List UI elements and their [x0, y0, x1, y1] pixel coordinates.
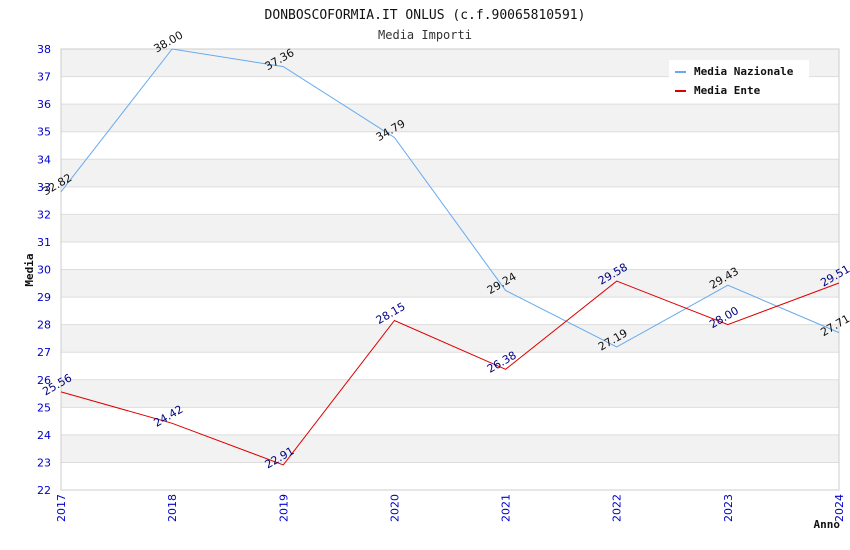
x-tick-label: 2022: [611, 494, 624, 522]
y-tick-label: 23: [37, 456, 51, 469]
grid-band: [61, 131, 839, 160]
grid-band: [61, 104, 839, 132]
x-axis-ticks: 2017 2018 2019 2020 2021 2022 2023 2024: [55, 494, 846, 522]
y-axis-title: Media: [23, 253, 36, 286]
series-line-ente: [60, 280, 840, 466]
plot-background-bands: [61, 49, 839, 490]
x-tick-label: 2020: [388, 494, 401, 522]
grid-band: [61, 214, 839, 242]
y-tick-label: 27: [37, 346, 51, 359]
grid-band: [61, 324, 839, 353]
y-tick-label: 25: [37, 401, 51, 414]
x-tick-label: 2021: [500, 494, 513, 522]
grid-band: [61, 297, 839, 325]
grid-band: [61, 186, 839, 215]
y-tick-label: 36: [37, 98, 51, 111]
grid-band: [61, 241, 839, 270]
chart-subtitle: Media Importi: [378, 28, 472, 42]
y-tick-label: 30: [37, 264, 51, 277]
y-tick-label: 22: [37, 484, 51, 497]
grid-band: [61, 434, 839, 463]
x-tick-label: 2023: [722, 494, 735, 522]
y-tick-label: 31: [37, 236, 51, 249]
y-tick-label: 29: [37, 291, 51, 304]
grid-band: [61, 352, 839, 380]
y-tick-label: 37: [37, 71, 51, 84]
legend-box: [669, 60, 809, 102]
series-line-nazionale: [60, 48, 840, 348]
chart-title: DONBOSCOFORMIA.IT ONLUS (c.f.90065810591…: [265, 8, 586, 23]
x-tick-label: 2018: [166, 494, 179, 522]
y-tick-label: 34: [37, 153, 51, 166]
legend: Media Nazionale Media Ente: [669, 60, 809, 102]
legend-label-ente: Media Ente: [694, 84, 761, 97]
x-axis-title: Anno: [814, 518, 841, 531]
grid-band: [61, 379, 839, 408]
y-tick-label: 26: [37, 374, 51, 387]
y-tick-label: 33: [37, 181, 51, 194]
y-tick-label: 35: [37, 126, 51, 139]
x-tick-label: 2019: [277, 494, 290, 522]
y-tick-label: 38: [37, 43, 51, 56]
grid-band: [61, 462, 839, 490]
series-layer: [60, 48, 840, 466]
y-tick-label: 28: [37, 319, 51, 332]
x-tick-label: 2017: [55, 494, 68, 522]
x-tick-label: 2024: [833, 494, 846, 522]
y-tick-label: 24: [37, 429, 51, 442]
y-tick-label: 32: [37, 208, 51, 221]
y-axis-ticks: 22 23 24 25 26 27 28 29 30 31 32 33 34 35 36 37 38: [37, 43, 51, 497]
grid-band: [61, 159, 839, 187]
legend-label-nazionale: Media Nazionale: [694, 65, 794, 78]
grid-band: [61, 269, 839, 298]
plot-area: [60, 48, 840, 491]
